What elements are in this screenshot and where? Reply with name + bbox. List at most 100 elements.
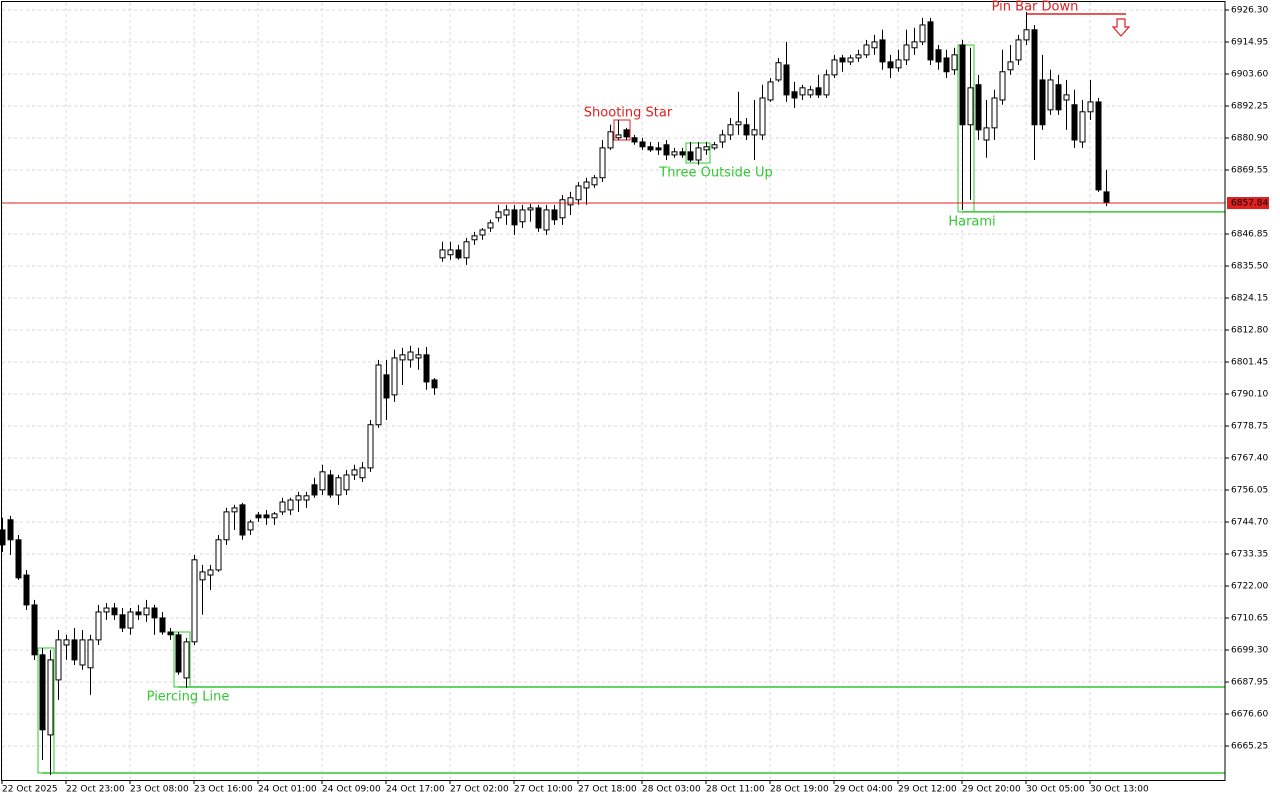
candle-body [287,499,294,511]
candle-body [847,57,854,63]
candle-body [567,197,574,206]
y-tick-label: 6733.35 [1231,550,1268,560]
candle-body [919,24,926,43]
candle-body [407,351,414,361]
candle-body [991,97,998,129]
candle-body [743,124,750,136]
x-tick-label: 27 Oct 18:00 [578,785,637,795]
candle-body [631,137,638,143]
x-tick-label: 29 Oct 12:00 [898,785,957,795]
candle-body [95,611,102,641]
candle-body [767,81,774,101]
x-tick-label: 22 Oct 23:00 [66,785,125,795]
x-tick-label: 22 Oct 2025 [2,785,58,795]
price-label: 6857.84 [1231,199,1268,209]
plot [0,11,1225,775]
candle-body [223,511,230,541]
candle-body [727,124,734,136]
candle-body [431,379,438,389]
candle-body [951,54,958,71]
candle-body [119,614,126,629]
candle-body [447,249,454,256]
candle-body [311,484,318,496]
x-tick-label: 24 Oct 09:00 [322,785,381,795]
candle-body [127,611,134,629]
candle-body [351,469,358,476]
y-tick-label: 6846.85 [1231,230,1268,240]
candle-body [207,569,214,576]
candle-body [735,121,742,126]
candle-body [263,514,270,519]
y-tick-label: 6903.60 [1231,70,1268,80]
candle-body [655,147,662,151]
candle-body [815,87,822,96]
candle-body [575,185,582,201]
candle-body [1063,94,1070,101]
y-tick-label: 6699.30 [1231,646,1268,656]
candle-body [439,249,446,259]
y-tick-label: 6835.50 [1231,262,1268,272]
candle-body [487,222,494,229]
pattern-label: Shooting Star [584,106,673,121]
pattern-box [37,647,55,774]
x-tick-label: 23 Oct 16:00 [194,785,253,795]
pattern-label: Pin Bar Down [992,0,1079,15]
candle-body [679,151,686,156]
candle-body [591,177,598,186]
candle-body [7,519,14,541]
candle-body [423,354,430,383]
candle-body [895,59,902,69]
candle-body [183,641,190,679]
candle-body [1007,61,1014,71]
x-tick-label: 24 Oct 17:00 [386,785,445,795]
y-tick-label: 6914.95 [1231,38,1268,48]
x-tick-label: 30 Oct 05:00 [1026,785,1085,795]
candle-body [703,146,710,151]
candle-body [191,559,198,643]
candle-body [927,21,934,61]
candle-body [231,507,238,513]
candle-body [559,199,566,219]
x-tick-label: 28 Oct 03:00 [642,785,701,795]
candle-body [719,134,726,143]
candle-body [471,235,478,241]
candle-body [543,209,550,231]
candle-body [1015,39,1022,61]
candle-body [583,181,590,189]
candle-body [871,41,878,49]
candle-body [295,495,302,501]
candle-body [111,607,118,616]
pattern-box [957,44,975,213]
candle-body [943,57,950,73]
candle-body [535,207,542,229]
candle-body [215,539,222,571]
candle-body [503,209,510,216]
candle-body [1087,101,1094,113]
candle-body [903,44,910,61]
candle-body [23,574,30,606]
candle-body [1095,101,1102,191]
candle-body [319,471,326,491]
candle-body [159,617,166,633]
candle-body [55,639,62,681]
candle-body [551,209,558,221]
candle-body [79,639,86,666]
candle-body [639,141,646,148]
candle-body [687,151,694,161]
y-tick-label: 6676.60 [1231,710,1268,720]
candle-body [1023,29,1030,41]
candle-body [367,424,374,469]
candle-body [279,501,286,513]
candle-body [967,87,974,126]
candle-body [695,147,702,161]
candle-body [975,84,982,131]
candle-body [711,144,718,149]
candle-body [47,659,54,736]
candle-body [1031,29,1038,126]
candle-body [783,64,790,96]
y-tick-label: 6824.15 [1231,294,1268,304]
y-tick-label: 6812.80 [1231,326,1268,336]
candle-body [415,354,422,359]
candle-body [479,229,486,236]
